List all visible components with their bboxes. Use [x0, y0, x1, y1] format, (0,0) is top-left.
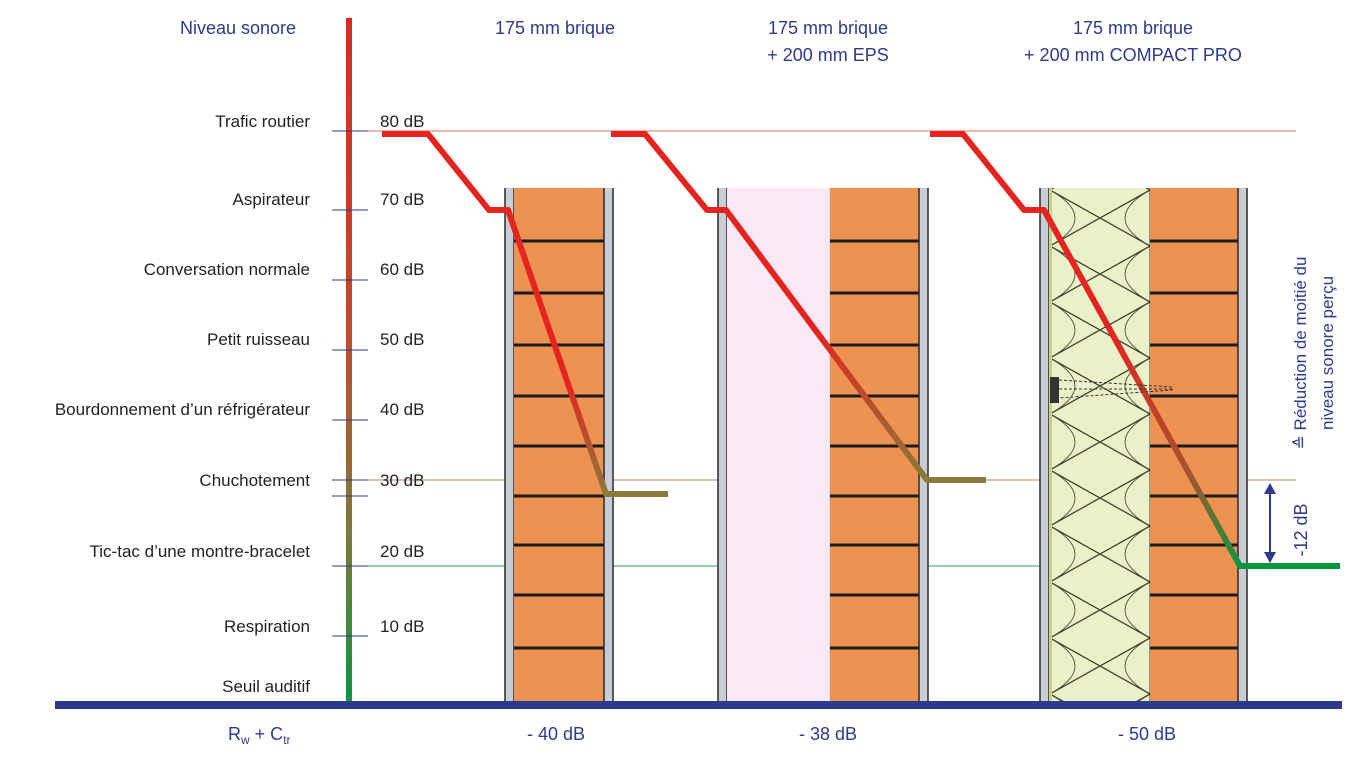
fastener-detail — [1050, 377, 1173, 403]
arrow-up-icon — [1264, 483, 1276, 494]
db-label-10: 10 dB — [380, 617, 424, 636]
scale-ticks — [332, 130, 368, 637]
level-name-30: Chuchotement — [199, 471, 310, 490]
wall-2-brick — [830, 188, 919, 701]
wall-3-insulation-layer — [1049, 188, 1150, 701]
curve-brick-eps — [611, 131, 986, 483]
level-name-0: Seuil auditif — [222, 677, 310, 696]
level-name-70: Aspirateur — [233, 190, 311, 209]
reduction-brick: - 40 dB — [527, 724, 585, 744]
wall-2-plaster-right — [918, 188, 929, 701]
wall-3-plaster-left — [1039, 188, 1050, 701]
level-name-40: Bourdonnement d’un réfrigérateur — [55, 400, 310, 419]
level-name-10: Respiration — [224, 617, 310, 636]
walls — [504, 188, 1248, 701]
baseline — [55, 701, 1342, 709]
annotation-line-2: niveau sonore perçu — [1318, 276, 1337, 430]
column-3-subtitle: + 200 mm COMPACT PRO — [1024, 45, 1242, 65]
level-name-80: Trafic routier — [215, 112, 310, 131]
db-label-80: 80 dB — [380, 112, 424, 131]
level-scale-bar — [346, 18, 352, 706]
db-label-60: 60 dB — [380, 260, 424, 279]
column-1-title: 175 mm brique — [495, 18, 615, 38]
arrow-down-icon — [1264, 552, 1276, 563]
wall-1-plaster-right — [603, 188, 614, 701]
wall-2-eps-layer — [727, 188, 830, 701]
halving-annotation: -12 dB ≙ Réduction de moitié du niveau s… — [1264, 257, 1337, 563]
column-2-title: 175 mm brique — [768, 18, 888, 38]
wall-2-plaster-left — [717, 188, 728, 701]
wall-3-brick — [1150, 188, 1238, 701]
column-3-title: 175 mm brique — [1073, 18, 1193, 38]
level-name-20: Tic-tac d’une montre-bracelet — [90, 542, 311, 561]
annotation-line-1: ≙ Réduction de moitié du — [1291, 257, 1310, 450]
curve-brick — [382, 131, 668, 497]
wall-1-plaster-left — [504, 188, 515, 701]
level-title: Niveau sonore — [180, 18, 296, 38]
delta-label: -12 dB — [1291, 503, 1311, 556]
db-label-40: 40 dB — [380, 400, 424, 419]
db-label-30: 30 dB — [380, 471, 424, 490]
db-label-50: 50 dB — [380, 330, 424, 349]
db-label-70: 70 dB — [380, 190, 424, 209]
reduction-brick-eps: - 38 dB — [799, 724, 857, 744]
level-name-50: Petit ruisseau — [207, 330, 310, 349]
rating-label: Rw + Ctr — [228, 724, 291, 747]
level-name-60: Conversation normale — [144, 260, 310, 279]
reduction-brick-compact-pro: - 50 dB — [1118, 724, 1176, 744]
column-2-subtitle: + 200 mm EPS — [767, 45, 889, 65]
sound-curves — [382, 131, 1340, 569]
db-label-20: 20 dB — [380, 542, 424, 561]
wall-3-plaster-right — [1237, 188, 1248, 701]
curve-brick-compact-pro — [930, 131, 1340, 569]
